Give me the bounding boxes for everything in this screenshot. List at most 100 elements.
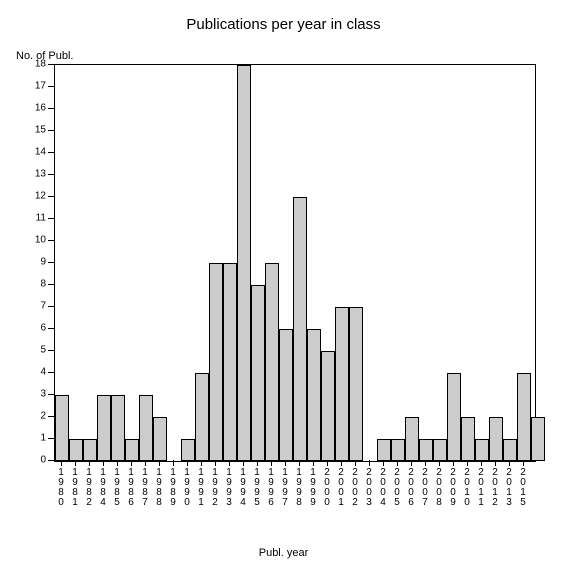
bar [475, 439, 489, 461]
y-tick-label: 17 [26, 81, 46, 92]
x-tick-mark [187, 460, 188, 466]
x-tick-mark [243, 460, 244, 466]
y-tick-mark [48, 240, 54, 241]
publications-chart: Publications per year in class No. of Pu… [0, 0, 567, 567]
x-tick-mark [495, 460, 496, 466]
bar [69, 439, 83, 461]
bar [251, 285, 265, 461]
x-tick-label: 1986 [125, 468, 137, 508]
x-tick-label: 2007 [419, 468, 431, 508]
y-tick-mark [48, 416, 54, 417]
x-tick-mark [131, 460, 132, 466]
x-tick-mark [173, 460, 174, 466]
y-tick-label: 13 [26, 169, 46, 180]
x-tick-label: 1980 [55, 468, 67, 508]
bar [195, 373, 209, 461]
x-tick-label: 1997 [279, 468, 291, 508]
x-tick-label: 2004 [377, 468, 389, 508]
x-tick-label: 1988 [153, 468, 165, 508]
x-tick-mark [229, 460, 230, 466]
bar [489, 417, 503, 461]
x-tick-label: 2013 [503, 468, 515, 508]
bar [335, 307, 349, 461]
x-tick-mark [117, 460, 118, 466]
y-tick-label: 1 [26, 433, 46, 444]
bar [517, 373, 531, 461]
x-tick-label: 2012 [489, 468, 501, 508]
bar [503, 439, 517, 461]
x-tick-mark [327, 460, 328, 466]
x-tick-mark [159, 460, 160, 466]
bar [349, 307, 363, 461]
x-tick-mark [257, 460, 258, 466]
x-tick-label: 1993 [223, 468, 235, 508]
x-tick-label: 1992 [209, 468, 221, 508]
bar [377, 439, 391, 461]
x-tick-label: 2002 [349, 468, 361, 508]
bar [293, 197, 307, 461]
x-tick-mark [453, 460, 454, 466]
y-tick-mark [48, 394, 54, 395]
x-tick-label: 2015 [517, 468, 529, 508]
x-tick-mark [509, 460, 510, 466]
x-tick-mark [89, 460, 90, 466]
bar [405, 417, 419, 461]
y-tick-mark [48, 438, 54, 439]
y-tick-mark [48, 372, 54, 373]
y-tick-mark [48, 306, 54, 307]
x-tick-label: 2000 [321, 468, 333, 508]
bar [209, 263, 223, 461]
y-tick-mark [48, 284, 54, 285]
x-axis: 1980198119821984198519861987198819891990… [54, 460, 534, 520]
x-tick-mark [397, 460, 398, 466]
x-tick-label: 2006 [405, 468, 417, 508]
x-tick-label: 1981 [69, 468, 81, 508]
chart-title: Publications per year in class [0, 16, 567, 33]
x-tick-mark [271, 460, 272, 466]
x-tick-mark [425, 460, 426, 466]
y-tick-label: 16 [26, 103, 46, 114]
y-tick-label: 10 [26, 235, 46, 246]
x-tick-mark [383, 460, 384, 466]
y-tick-mark [48, 350, 54, 351]
bar [83, 439, 97, 461]
x-tick-label: 1984 [97, 468, 109, 508]
bar [55, 395, 69, 461]
x-tick-label: 2003 [363, 468, 375, 508]
x-tick-mark [411, 460, 412, 466]
y-tick-label: 12 [26, 191, 46, 202]
x-tick-label: 1990 [181, 468, 193, 508]
bar [265, 263, 279, 461]
bar [111, 395, 125, 461]
x-axis-label: Publ. year [0, 547, 567, 559]
bar [125, 439, 139, 461]
x-tick-mark [299, 460, 300, 466]
y-tick-mark [48, 130, 54, 131]
x-tick-mark [439, 460, 440, 466]
bar [433, 439, 447, 461]
x-tick-mark [369, 460, 370, 466]
x-tick-mark [523, 460, 524, 466]
y-axis: 0123456789101112131415161718 [26, 64, 54, 460]
bar [321, 351, 335, 461]
x-tick-mark [355, 460, 356, 466]
x-tick-label: 2008 [433, 468, 445, 508]
plot-area [54, 64, 536, 462]
x-tick-label: 1996 [265, 468, 277, 508]
x-tick-mark [215, 460, 216, 466]
y-tick-mark [48, 328, 54, 329]
x-tick-mark [341, 460, 342, 466]
x-tick-label: 1995 [251, 468, 263, 508]
bar [307, 329, 321, 461]
bar [419, 439, 433, 461]
x-tick-label: 1994 [237, 468, 249, 508]
x-tick-label: 1998 [293, 468, 305, 508]
bar [139, 395, 153, 461]
y-tick-mark [48, 196, 54, 197]
x-tick-label: 2010 [461, 468, 473, 508]
y-tick-mark [48, 64, 54, 65]
y-tick-label: 3 [26, 389, 46, 400]
x-tick-mark [313, 460, 314, 466]
bar [461, 417, 475, 461]
y-tick-mark [48, 108, 54, 109]
